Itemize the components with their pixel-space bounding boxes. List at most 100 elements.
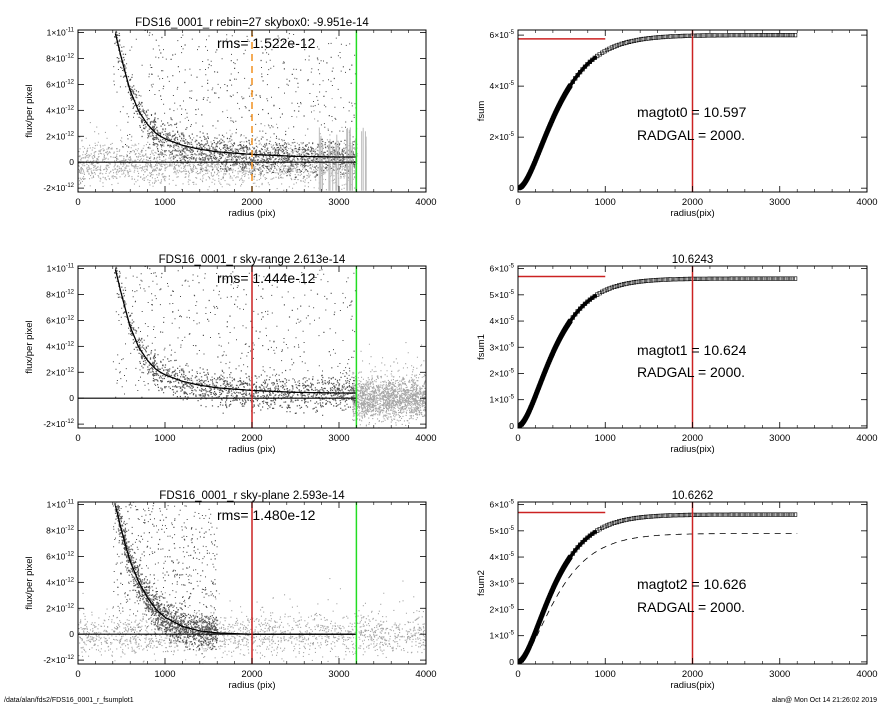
fsum-mid-xtick-label: 2000 [682, 433, 703, 444]
fsum-mid-ytick-label: 5×10-5 [490, 290, 515, 300]
fsum-bot-xlabel: radius(pix) [670, 680, 714, 691]
flux-top-sky-scatter [78, 98, 358, 192]
footer-timestamp: alan@ Mon Oct 14 21:26:02 2019 [771, 697, 877, 704]
fsum-mid-annotation: RADGAL = 2000. [637, 364, 745, 380]
fsum-mid-xtick-label: 0 [515, 433, 520, 444]
fsum-top-annotation: RADGAL = 2000. [637, 127, 745, 143]
flux-bot-galaxy-scatter [113, 502, 219, 655]
fsum-mid-panel: 0 1000 2000 3000 4000 0 1×10-5 2×10-5 3×10-5 4×10… [476, 254, 878, 455]
flux-mid-ytick-label: 1×10-11 [47, 264, 75, 274]
flux-top-xtick-label: 4000 [415, 197, 436, 208]
fsum-bot-ytick-label: 4×10-5 [490, 552, 515, 562]
fsum-top-xtick-label: 1000 [595, 197, 616, 208]
fsum-mid-title: 10.6243 [672, 254, 714, 266]
flux-top-ytick-label: -2×10-12 [43, 183, 74, 193]
fsum-top-xtick-label: 3000 [769, 197, 790, 208]
flux-top-xtick-label: 1000 [154, 197, 175, 208]
footer-path: /data/alan/fds2/FDS16_0001_r_fsumplot1 [4, 697, 134, 704]
flux-bot-title: FDS16_0001_r sky-plane 2.593e-14 [159, 490, 345, 502]
fsum-bot-xtick-label: 4000 [856, 669, 877, 680]
flux-bot-ytick-label: 0 [69, 629, 74, 639]
flux-bot-annotation: rms= 1.480e-12 [217, 507, 316, 523]
fsum-mid-ytick-label: 6×10-5 [490, 264, 515, 274]
fsum-bot-sky-corrected-curve [518, 533, 798, 663]
fsum-mid-ytick-label: 0 [509, 421, 514, 431]
fsum-bot-ytick-label: 3×10-5 [490, 578, 515, 588]
fsum-mid-plot-area [518, 266, 798, 428]
fsum-top-xtick-label: 4000 [856, 197, 877, 208]
flux-bot-xlabel: radius (pix) [229, 680, 276, 691]
flux-mid-ylabel: flux/per pixel [24, 320, 35, 373]
flux-top-title: FDS16_0001_r rebin=27 skybox0: -9.951e-1… [135, 17, 369, 29]
fsum-top-annotation: magtot0 = 10.597 [637, 104, 747, 120]
flux-top-plot-area [78, 30, 367, 192]
flux-mid-xtick-label: 3000 [328, 433, 349, 444]
fsum-bot-ytick-label: 1×10-5 [490, 631, 515, 641]
fsum-top-fsum-curve [518, 55, 598, 190]
fsum-mid-ytick-label: 1×10-5 [490, 395, 515, 405]
flux-bot-ytick-label: 4×10-12 [46, 577, 74, 587]
flux-top-panel: 0 1000 2000 3000 4000-2×10-1202×10-124×10-12… [24, 17, 437, 219]
fsum-bot-ytick-label: 0 [509, 657, 514, 667]
fsum-mid-xtick-label: 4000 [856, 433, 877, 444]
flux-top-xtick-label: 2000 [241, 197, 262, 208]
flux-top-xtick-label: 0 [75, 197, 80, 208]
flux-mid-ytick-label: -2×10-12 [43, 419, 74, 429]
flux-top-ytick-label: 2×10-12 [46, 131, 74, 141]
fsum-top-ytick-label: 2×10-5 [490, 132, 515, 142]
fsum-bot-ytick-label: 6×10-5 [490, 500, 515, 510]
flux-mid-plot-area [78, 266, 426, 428]
flux-mid-profile-curve [114, 269, 356, 394]
flux-mid-xtick-label: 4000 [415, 433, 436, 444]
fsum-mid-xtick-label: 1000 [595, 433, 616, 444]
flux-bot-xtick-label: 0 [75, 669, 80, 680]
fsum-bot-xtick-label: 3000 [769, 669, 790, 680]
flux-mid-panel: 0 1000 2000 3000 4000-2×10-1202×10-124×10-12… [24, 254, 437, 455]
flux-top-ytick-label: 1×10-11 [47, 28, 75, 38]
flux-top-ytick-label: 0 [69, 157, 74, 167]
flux-bot-xtick-label: 3000 [328, 669, 349, 680]
flux-top-xlabel: radius (pix) [229, 208, 276, 219]
flux-bot-ytick-label: 2×10-12 [46, 603, 74, 613]
flux-top-ylabel: flux/per pixel [24, 84, 35, 137]
flux-bot-ytick-label: -2×10-12 [43, 655, 74, 665]
flux-top-spike-artifacts [318, 127, 367, 191]
fsum-bot-plot-area [518, 502, 798, 664]
fsum-bot-fsum-curve [518, 529, 598, 664]
flux-mid-xtick-label: 0 [75, 433, 80, 444]
flux-mid-xtick-label: 1000 [154, 433, 175, 444]
flux-mid-title: FDS16_0001_r sky-range 2.613e-14 [159, 254, 346, 266]
fsum-bot-annotation: RADGAL = 2000. [637, 599, 745, 615]
flux-bot-profile-curve [114, 505, 356, 635]
fsum-bot-ylabel: fsum2 [476, 570, 487, 596]
fsum-bot-ytick-label: 5×10-5 [490, 526, 515, 536]
flux-bot-ytick-label: 8×10-12 [46, 526, 74, 536]
fsum-top-xtick-label: 2000 [682, 197, 703, 208]
flux-mid-sky-scatter [352, 342, 426, 428]
fsum-top-ylabel: fsum [476, 101, 487, 122]
fsum-bot-xtick-label: 2000 [682, 669, 703, 680]
fsum-top-fsum-points [518, 33, 798, 191]
flux-top-ytick-label: 8×10-12 [46, 54, 74, 64]
flux-bot-plot-area [78, 502, 426, 664]
flux-mid-ytick-label: 8×10-12 [46, 290, 74, 300]
flux-top-xtick-label: 3000 [328, 197, 349, 208]
fsum-top-ytick-label: 0 [509, 183, 514, 193]
flux-mid-annotation: rms= 1.444e-12 [217, 270, 316, 286]
fsum-top-xlabel: radius(pix) [670, 208, 714, 219]
fsum-top-ytick-label: 6×10-5 [490, 30, 515, 40]
fsum-bot-panel: 0 1000 2000 3000 4000 0 1×10-5 2×10-5 3×10-5 4×10… [476, 490, 878, 691]
flux-bot-panel: 0 1000 2000 3000 4000-2×10-1202×10-124×10-12… [24, 490, 437, 691]
flux-bot-xtick-label: 1000 [154, 669, 175, 680]
flux-mid-xlabel: radius (pix) [229, 444, 276, 455]
fsum-mid-ytick-label: 4×10-5 [490, 316, 515, 326]
flux-mid-xtick-label: 2000 [241, 433, 262, 444]
flux-mid-ytick-label: 2×10-12 [46, 367, 74, 377]
fsum-top-plot-area [518, 30, 798, 192]
fsum-mid-xtick-label: 3000 [769, 433, 790, 444]
flux-top-ytick-label: 6×10-12 [46, 79, 74, 89]
fsum-bot-annotation: magtot2 = 10.626 [637, 576, 747, 592]
flux-mid-ytick-label: 4×10-12 [46, 341, 74, 351]
flux-bot-ytick-label: 6×10-12 [46, 551, 74, 561]
